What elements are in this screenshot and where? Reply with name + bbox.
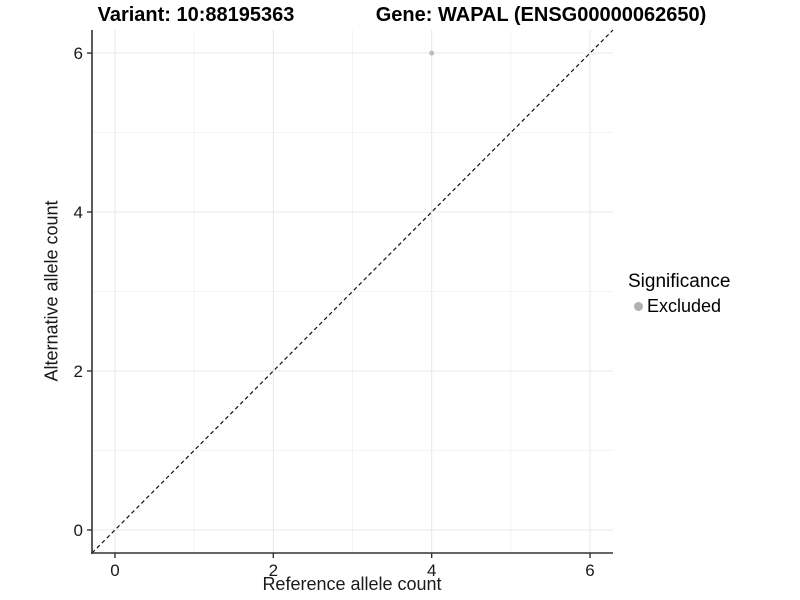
legend-item-label: Excluded	[647, 296, 722, 316]
x-axis-title: Reference allele count	[262, 574, 442, 594]
excluded-point-icon	[634, 302, 643, 311]
data-point	[429, 50, 435, 56]
y-axis-title: Alternative allele count	[41, 200, 62, 382]
x-tick-label: 6	[585, 561, 594, 580]
x-tick-label: 2	[269, 561, 278, 580]
y-tick-label: 0	[74, 521, 83, 540]
legend: Significance Excluded	[628, 271, 730, 317]
plot-title-gene: Gene: WAPAL (ENSG00000062650)	[375, 4, 707, 26]
legend-title: Significance	[628, 271, 731, 292]
y-tick-label: 2	[74, 362, 83, 381]
y-tick-label: 4	[74, 203, 83, 222]
plot-title-variant: Variant: 10:88195363	[97, 4, 295, 26]
y-tick-label: 6	[74, 44, 83, 63]
x-tick-label: 4	[427, 561, 436, 580]
legend-item-excluded: Excluded	[628, 296, 730, 317]
x-tick-label: 0	[110, 561, 119, 580]
